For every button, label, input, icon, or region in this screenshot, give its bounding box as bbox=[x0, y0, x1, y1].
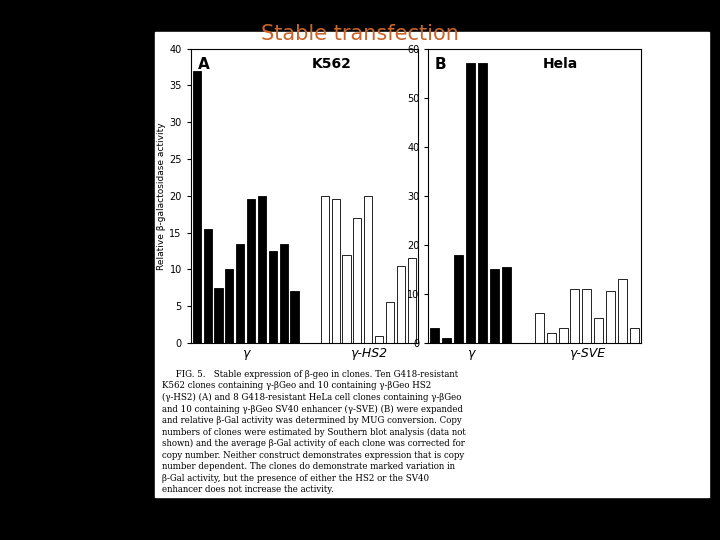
Text: B: B bbox=[435, 57, 446, 72]
Bar bbox=[466, 63, 475, 343]
Bar bbox=[320, 195, 329, 343]
Bar bbox=[290, 292, 299, 343]
Bar bbox=[408, 258, 415, 343]
Bar bbox=[490, 269, 499, 343]
Bar bbox=[535, 313, 544, 343]
Bar bbox=[364, 195, 372, 343]
Text: A: A bbox=[197, 57, 210, 72]
Bar bbox=[332, 199, 340, 343]
Bar bbox=[397, 266, 405, 343]
Bar bbox=[431, 328, 439, 343]
Y-axis label: Relative β-galactosidase activity: Relative β-galactosidase activity bbox=[158, 122, 166, 269]
Text: K562: K562 bbox=[312, 57, 351, 71]
Bar bbox=[570, 289, 580, 343]
Text: Stable transfection: Stable transfection bbox=[261, 24, 459, 44]
Bar bbox=[594, 319, 603, 343]
Bar bbox=[478, 63, 487, 343]
Bar bbox=[343, 255, 351, 343]
Bar bbox=[269, 251, 276, 343]
Bar bbox=[454, 255, 463, 343]
Bar bbox=[258, 195, 266, 343]
Bar bbox=[442, 338, 451, 343]
Bar bbox=[630, 328, 639, 343]
Bar bbox=[375, 335, 383, 343]
Bar bbox=[386, 302, 394, 343]
Bar bbox=[215, 288, 222, 343]
Bar bbox=[546, 333, 556, 343]
Bar bbox=[582, 289, 591, 343]
Bar bbox=[236, 244, 244, 343]
Bar bbox=[193, 71, 201, 343]
Bar bbox=[502, 267, 510, 343]
Bar bbox=[618, 279, 627, 343]
Bar bbox=[559, 328, 567, 343]
Bar bbox=[204, 229, 212, 343]
Text: Hela: Hela bbox=[542, 57, 577, 71]
Bar bbox=[247, 199, 255, 343]
Bar bbox=[225, 269, 233, 343]
Bar bbox=[279, 244, 288, 343]
Text: FIG. 5.   Stable expression of β-geo in clones. Ten G418-resistant
K562 clones c: FIG. 5. Stable expression of β-geo in cl… bbox=[162, 370, 466, 494]
Bar bbox=[354, 218, 361, 343]
Bar bbox=[606, 292, 615, 343]
